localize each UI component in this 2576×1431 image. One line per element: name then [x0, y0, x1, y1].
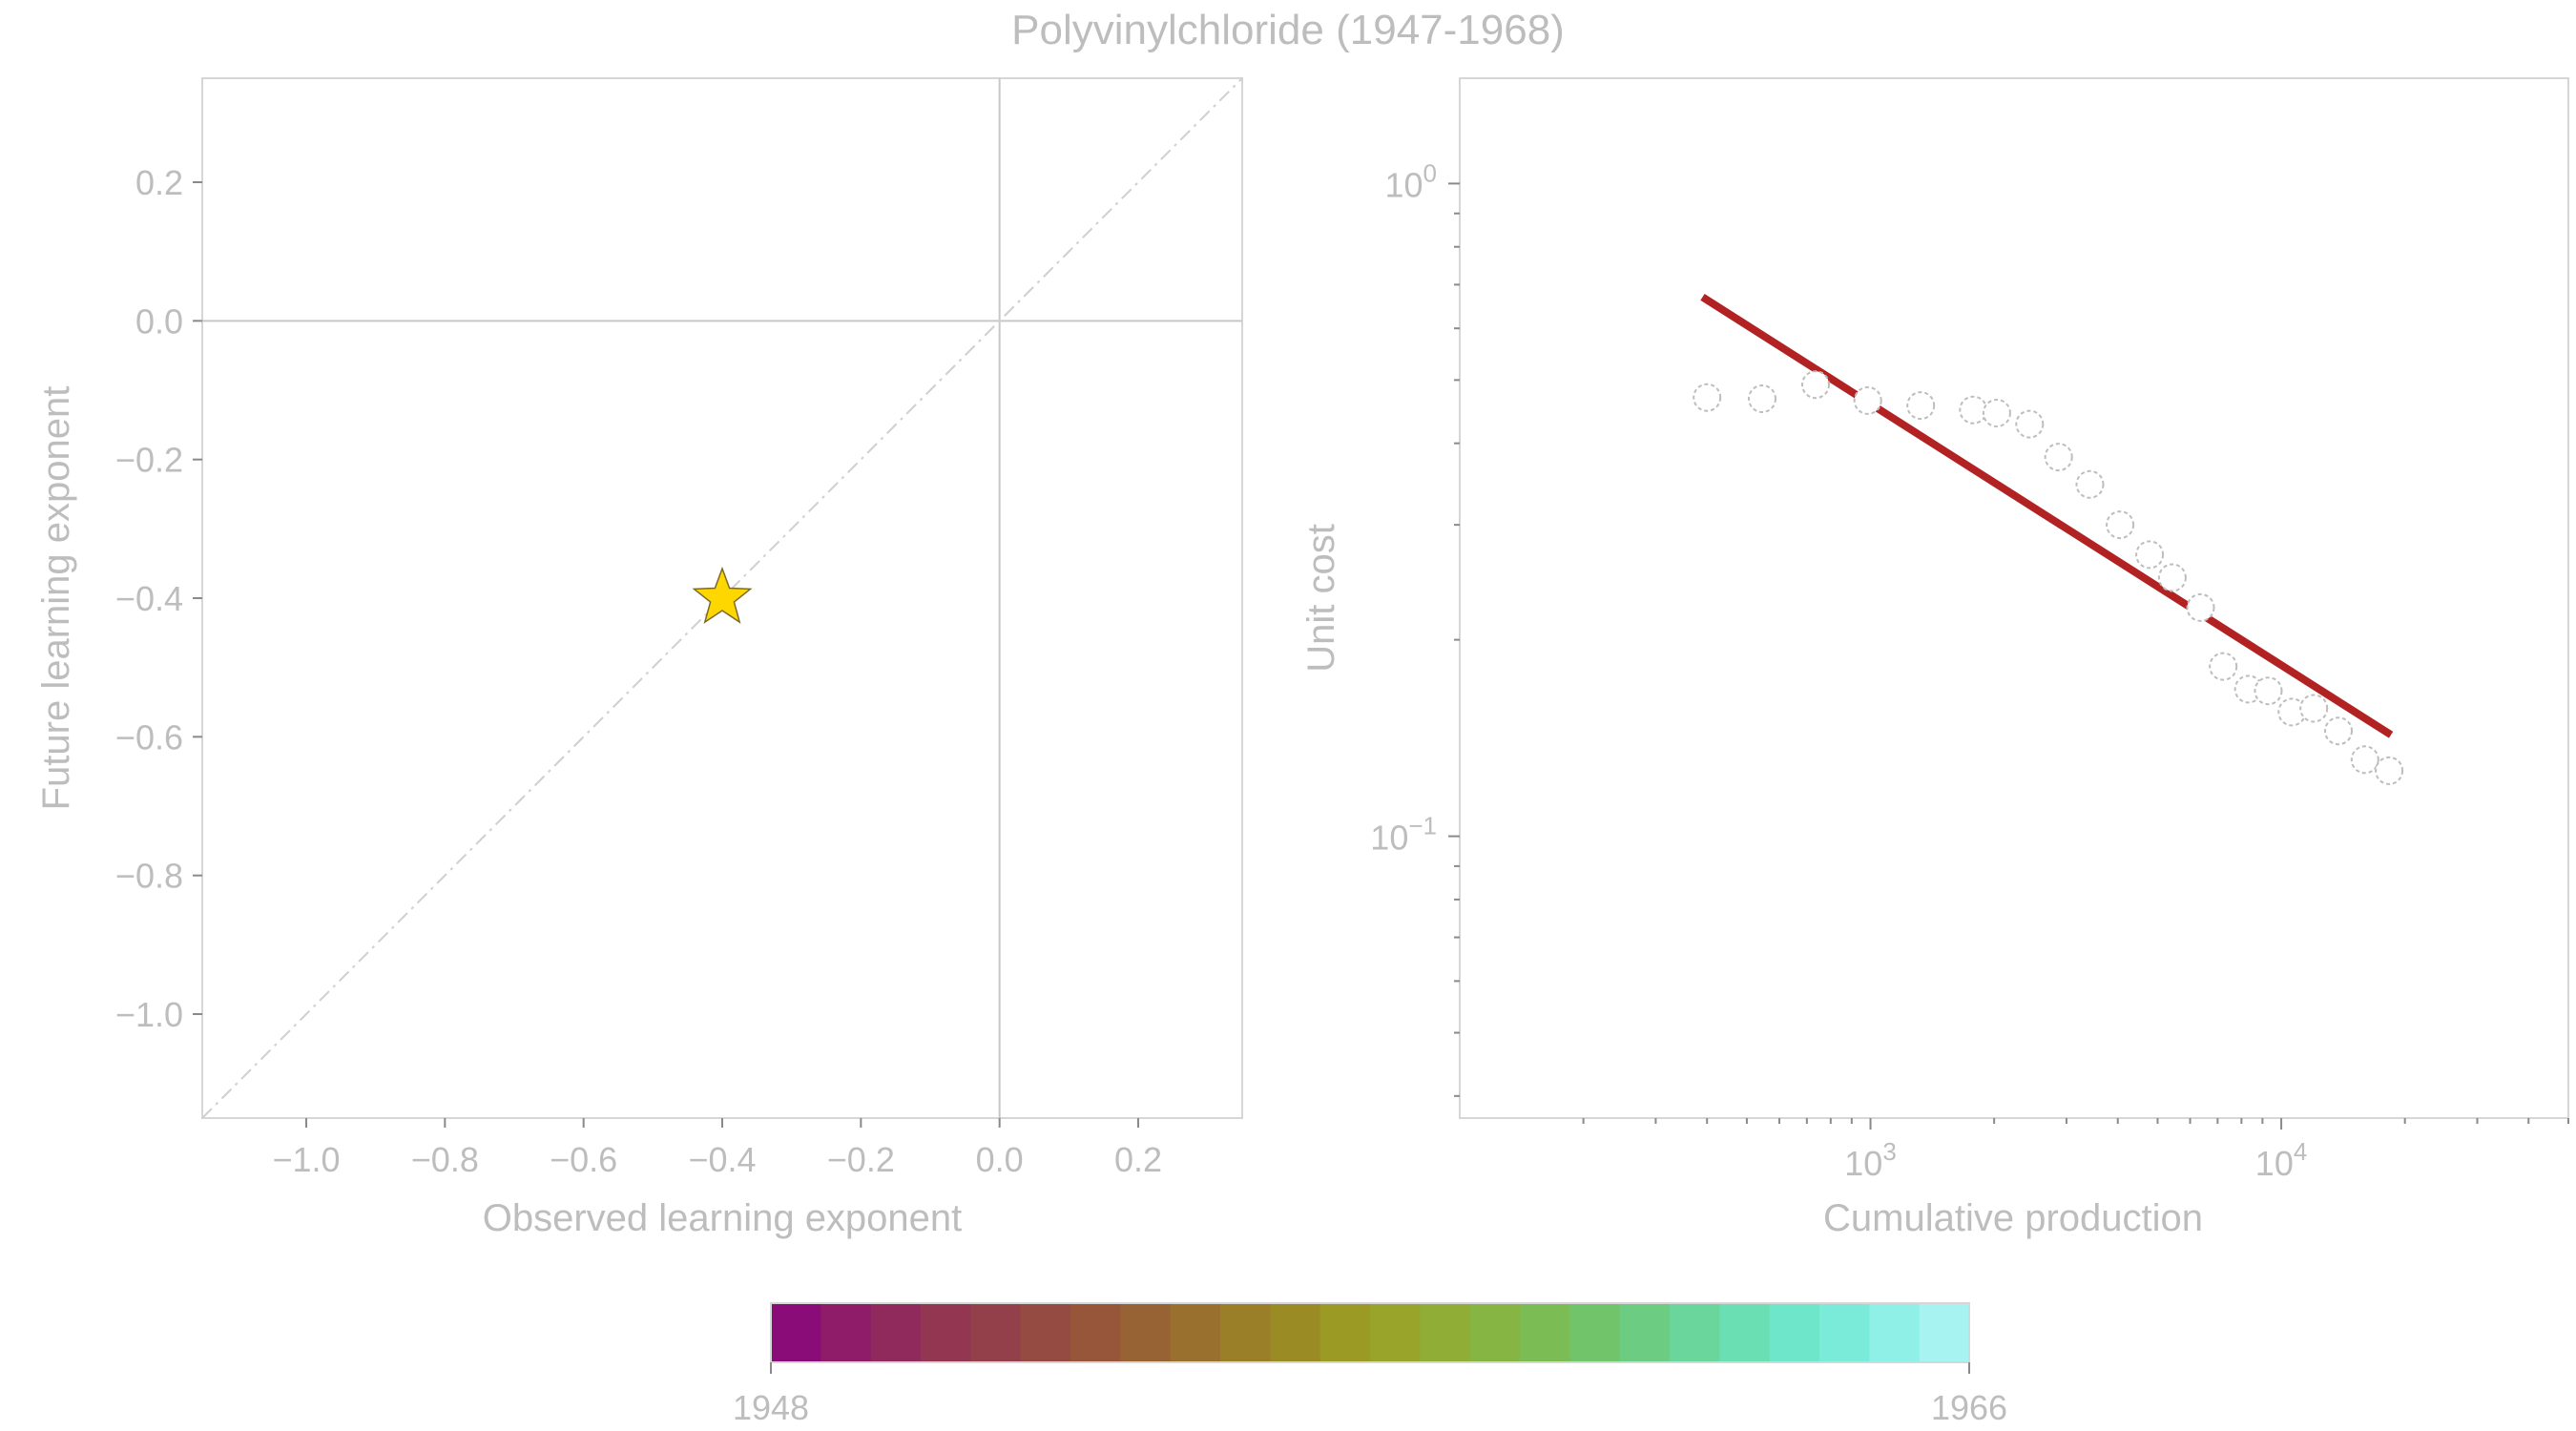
- right-plot-frame: [1459, 77, 2569, 1119]
- left-identity-line: [201, 77, 1243, 1119]
- left-y-tick-label: −0.6: [115, 717, 183, 757]
- left-panel: −1.0 −0.8 −0.6 −0.4 −0.2 0.0 0.2 −1.0 −0.8 −0.6 −0…: [35, 77, 1243, 1239]
- colorbar-frame: [770, 1302, 1970, 1363]
- figure-title: Polyvinylchloride (1947-1968): [1011, 7, 1565, 53]
- colorbar-swatch: [1919, 1303, 1970, 1362]
- left-x-tick-label: −0.4: [688, 1140, 756, 1179]
- data-point: [2157, 563, 2187, 592]
- data-point: [2324, 716, 2353, 746]
- colorbar-swatch: [1420, 1303, 1471, 1362]
- left-x-tick-label: 0.2: [1114, 1140, 1162, 1179]
- left-x-tick-label: −0.2: [827, 1140, 895, 1179]
- colorbar-swatch: [1769, 1303, 1820, 1362]
- colorbar-swatch: [1670, 1303, 1721, 1362]
- left-points: [692, 566, 753, 624]
- left-ticks: −1.0 −0.8 −0.6 −0.4 −0.2 0.0 0.2 −1.0 −0.8 −0.6 −0…: [115, 163, 1162, 1179]
- data-point: [1906, 391, 1936, 421]
- colorbar-swatch: [821, 1303, 872, 1362]
- left-x-axis-label: Observed learning exponent: [483, 1197, 963, 1239]
- colorbar-swatch: [1170, 1303, 1221, 1362]
- right-fit-line: [1700, 294, 2394, 738]
- colorbar-swatch: [1070, 1303, 1122, 1362]
- right-panel: 103 104 100 10−1 Cumulative production Unit…: [1300, 77, 2569, 1239]
- data-point: [1748, 384, 1776, 413]
- left-x-tick-label: −0.6: [550, 1140, 617, 1179]
- right-x-tick-label: 104: [2255, 1137, 2308, 1183]
- left-x-tick-label: −0.8: [411, 1140, 479, 1179]
- colorbar: 1948 1966: [733, 1302, 2007, 1427]
- left-reference-lines: [201, 77, 1243, 1119]
- colorbar-swatch: [1869, 1303, 1921, 1362]
- colorbar-swatch: [1270, 1303, 1321, 1362]
- right-y-tick-label: 100: [1384, 158, 1437, 204]
- data-point: [2135, 540, 2165, 570]
- data-point: [1959, 395, 1988, 425]
- data-point: [2186, 592, 2215, 622]
- left-x-tick-label: 0.0: [976, 1140, 1024, 1179]
- colorbar-tick-label: 1966: [1931, 1388, 2007, 1427]
- colorbar-swatch: [1319, 1303, 1371, 1362]
- colorbar-swatch: [921, 1303, 972, 1362]
- data-point: [2106, 510, 2135, 540]
- fit-line: [1700, 294, 2394, 738]
- data-point: [1693, 383, 1722, 412]
- right-y-axis-label: Unit cost: [1300, 524, 1342, 673]
- data-point: [1801, 370, 1830, 400]
- right-x-axis-label: Cumulative production: [1823, 1197, 2203, 1239]
- star-marker: [692, 566, 753, 624]
- data-point: [2209, 652, 2238, 681]
- right-ticks: 103 104 100 10−1: [1370, 158, 2569, 1183]
- left-y-tick-label: −1.0: [115, 995, 183, 1034]
- right-points: [1693, 370, 2404, 785]
- data-point: [1982, 399, 2011, 427]
- left-y-tick-label: 0.2: [135, 163, 183, 202]
- colorbar-swatch: [870, 1303, 922, 1362]
- colorbar-swatch: [1120, 1303, 1172, 1362]
- colorbar-swatch: [1220, 1303, 1272, 1362]
- right-y-tick-label: 10−1: [1370, 812, 1437, 858]
- colorbar-swatch: [1719, 1303, 1771, 1362]
- left-x-tick-label: −1.0: [272, 1140, 340, 1179]
- data-point: [2044, 443, 2073, 472]
- left-y-tick-label: −0.2: [115, 441, 183, 480]
- colorbar-swatch: [1469, 1303, 1521, 1362]
- data-point: [2350, 745, 2379, 775]
- left-y-tick-label: −0.8: [115, 857, 183, 896]
- colorbar-swatch: [1020, 1303, 1071, 1362]
- colorbar-swatch: [1520, 1303, 1571, 1362]
- colorbar-swatch: [1819, 1303, 1871, 1362]
- data-point: [2075, 469, 2105, 499]
- data-point: [2015, 409, 2045, 439]
- colorbar-swatch: [970, 1303, 1022, 1362]
- left-y-axis-label: Future learning exponent: [35, 386, 77, 811]
- data-point: [2375, 756, 2404, 785]
- data-point: [2254, 676, 2283, 706]
- colorbar-swatch: [771, 1303, 822, 1362]
- colorbar-swatch: [1370, 1303, 1422, 1362]
- left-y-tick-label: 0.0: [135, 301, 183, 341]
- data-point: [1853, 385, 1882, 415]
- left-y-tick-label: −0.4: [115, 579, 183, 618]
- data-point: [2299, 694, 2329, 723]
- colorbar-tick-label: 1948: [733, 1388, 809, 1427]
- colorbar-swatch: [1619, 1303, 1671, 1362]
- colorbar-swatch: [1569, 1303, 1621, 1362]
- right-x-tick-label: 103: [1844, 1137, 1897, 1183]
